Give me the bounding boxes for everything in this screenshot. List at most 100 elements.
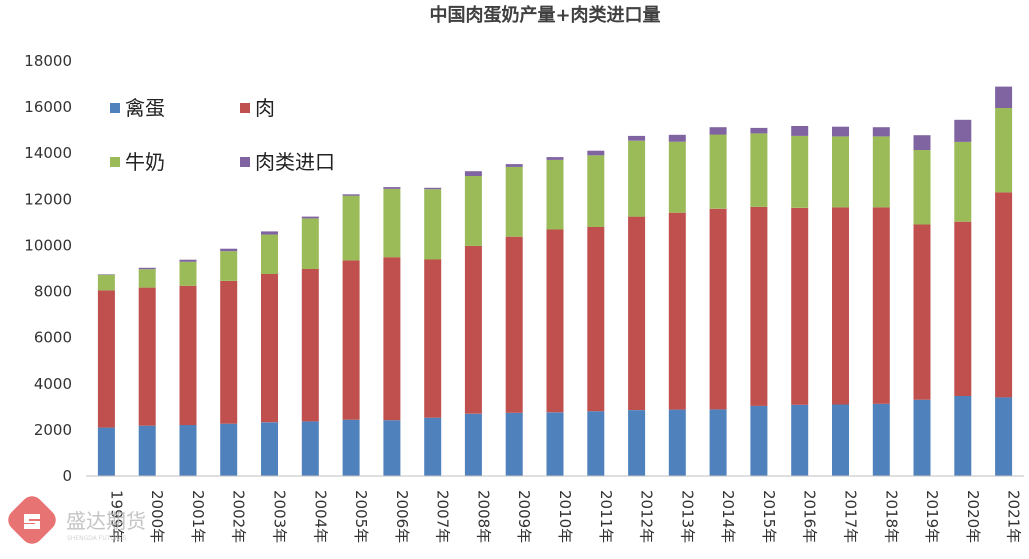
x-tick-label: 2004年 <box>311 490 329 543</box>
bar-segment <box>97 427 115 476</box>
bar-segment <box>505 236 523 413</box>
bar-segment <box>220 251 238 281</box>
bar-segment <box>628 135 646 141</box>
y-tick-label: 8000 <box>34 283 72 301</box>
bar-segment <box>954 119 972 142</box>
bar-segment <box>342 260 360 420</box>
x-tick-label: 2011年 <box>597 490 615 543</box>
bar-segment <box>750 127 768 134</box>
bar-segment <box>342 419 360 476</box>
x-tick-label: 2008年 <box>474 490 492 543</box>
bar-segment <box>546 229 564 413</box>
bar-segment <box>750 206 768 406</box>
y-tick-label: 0 <box>62 467 72 485</box>
chart-title: 中国肉蛋奶产量+肉类进口量 <box>429 4 660 26</box>
bar-segment <box>505 412 523 476</box>
bar-segment <box>791 404 809 476</box>
bar-segment <box>505 166 523 237</box>
bar-segment <box>872 136 890 208</box>
bar-segment <box>97 290 115 428</box>
x-tick-label: 2019年 <box>923 490 941 543</box>
bar-segment <box>220 281 238 424</box>
x-tick-label: 2010年 <box>556 490 574 543</box>
bar-segment <box>832 404 849 476</box>
bar-segment <box>464 245 482 414</box>
bar-segment <box>138 269 156 288</box>
legend-label: 肉 <box>255 96 275 120</box>
bar-segment <box>791 207 809 405</box>
x-tick-label: 2018年 <box>882 490 900 543</box>
bar-segment <box>261 231 278 235</box>
bar-segment <box>954 396 972 476</box>
y-axis: 0 2000 4000 6000 8000 10000 12000 14000 16000 180… <box>24 52 72 485</box>
bar-segment <box>995 108 1013 193</box>
bar-segment <box>709 409 727 476</box>
bar-segment <box>709 127 727 135</box>
x-tick-label: 2002年 <box>230 490 248 543</box>
bar-segment <box>872 403 890 476</box>
bar-segment <box>709 134 727 209</box>
x-tick-label: 1999年 <box>107 490 125 543</box>
bar-segment <box>995 192 1013 398</box>
x-tick-label: 2013年 <box>678 490 696 543</box>
bar-segment <box>179 425 197 476</box>
bar-segment <box>995 86 1013 108</box>
bar-segment <box>342 194 360 196</box>
y-tick-label: 4000 <box>34 375 72 393</box>
x-tick-label: 2001年 <box>189 490 207 543</box>
bar-segment <box>587 155 605 227</box>
bar-segment <box>832 136 849 208</box>
bar-segment <box>872 127 890 137</box>
x-tick-label: 2000年 <box>148 490 166 543</box>
bar-segment <box>750 405 768 476</box>
bar-segment <box>628 410 646 476</box>
bar-segment <box>424 259 442 418</box>
x-tick-label: 2017年 <box>842 490 860 543</box>
bar-segment <box>383 189 401 258</box>
bar-segment <box>261 234 278 274</box>
bar-segment <box>464 176 482 246</box>
bar-segment <box>424 417 442 476</box>
bar-segment <box>709 208 727 410</box>
bar-segment <box>546 157 564 160</box>
x-tick-label: 2007年 <box>434 490 452 543</box>
x-tick-label: 2003年 <box>271 490 289 543</box>
x-tick-label: 2006年 <box>393 490 411 543</box>
bar-segment <box>750 133 768 207</box>
y-tick-label: 16000 <box>24 98 72 116</box>
y-tick-label: 12000 <box>24 190 72 208</box>
bar-segment <box>138 287 156 426</box>
x-tick-label: 2016年 <box>801 490 819 543</box>
x-tick-label: 2014年 <box>719 490 737 543</box>
y-tick-label: 2000 <box>34 421 72 439</box>
bar-segment <box>913 150 931 225</box>
legend-label: 牛奶 <box>125 150 165 174</box>
bar-segment <box>179 261 197 286</box>
bar-segment <box>913 224 931 400</box>
legend: 禽蛋 肉牛奶 肉类进口 <box>110 96 335 174</box>
x-tick-label: 2012年 <box>638 490 656 543</box>
bar-segment <box>424 189 442 260</box>
bar-segment <box>913 399 931 476</box>
bar-segment <box>587 227 605 412</box>
bar-segment <box>138 267 156 270</box>
y-tick-label: 14000 <box>24 144 72 162</box>
bar-segment <box>301 269 319 422</box>
bar-segment <box>261 422 278 476</box>
legend-label: 禽蛋 <box>125 96 165 120</box>
watermark: 盛达期货 SHENGDA FUTURES <box>8 496 146 544</box>
bar-segment <box>464 171 482 176</box>
x-axis: 1999年 2000年 2001年 2002年 2003年 2004年 2005年 2006年… <box>107 490 1022 543</box>
bars <box>97 86 1013 477</box>
bar-segment <box>301 216 319 219</box>
bar-segment <box>383 420 401 476</box>
x-tick-label: 2021年 <box>1005 490 1023 543</box>
watermark-logo-icon <box>8 496 56 544</box>
bar-segment <box>587 150 605 156</box>
bar-segment <box>464 413 482 477</box>
watermark-text: 盛达期货 <box>66 509 146 533</box>
bar-segment <box>668 212 686 410</box>
y-tick-label: 6000 <box>34 329 72 347</box>
bar-segment <box>261 274 278 423</box>
x-tick-label: 2020年 <box>964 490 982 543</box>
